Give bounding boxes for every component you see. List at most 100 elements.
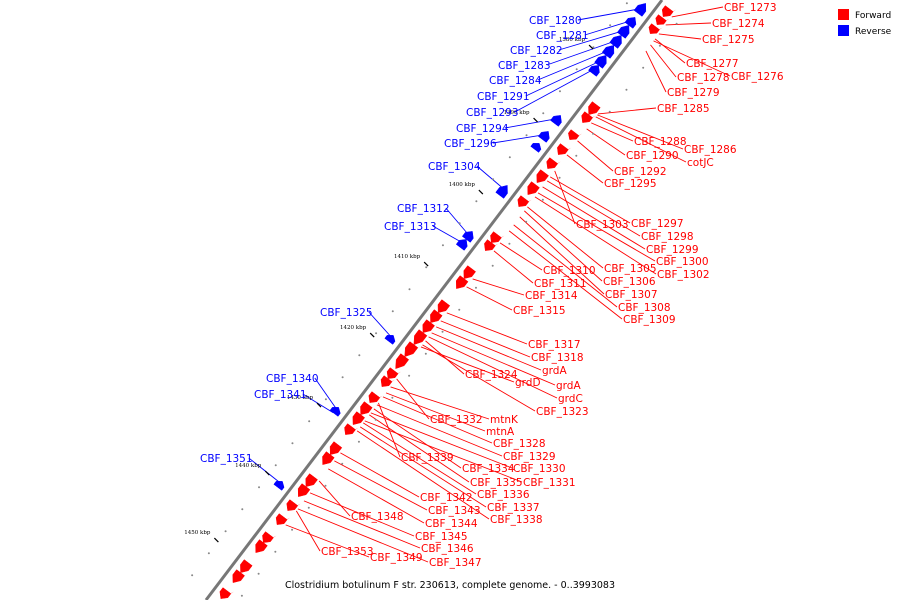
forward-gene-label: CBF_1344	[425, 518, 478, 530]
forward-gene-arrow	[463, 265, 479, 279]
forward-gene-arrow	[536, 169, 552, 183]
forward-gene-label: CBF_1324	[465, 369, 518, 381]
forward-gene-arrow	[557, 143, 572, 155]
position-dot	[257, 572, 260, 575]
reverse-gene-arrow	[550, 115, 562, 127]
position-dot	[274, 550, 277, 553]
position-dot	[191, 574, 194, 577]
svg-text:mtnA: mtnA	[486, 426, 515, 438]
forward-gene-label: CBF_1345	[415, 531, 468, 543]
forward-gene-label: CBF_1303	[576, 219, 629, 231]
forward-gene-arrow	[430, 309, 446, 323]
svg-text:CBF_1275: CBF_1275	[702, 34, 755, 46]
forward-gene-label: CBF_1305	[604, 263, 657, 275]
svg-text:CBF_1309: CBF_1309	[623, 314, 676, 326]
forward-gene-label: CBF_1311	[534, 278, 587, 290]
svg-text:CBF_1313: CBF_1313	[384, 221, 437, 233]
svg-text:CBF_1331: CBF_1331	[523, 477, 576, 489]
svg-text:CBF_1312: CBF_1312	[397, 203, 450, 215]
position-dot	[341, 376, 344, 379]
svg-text:CBF_1314: CBF_1314	[525, 290, 578, 302]
svg-text:CBF_1282: CBF_1282	[510, 45, 563, 57]
forward-gene-label: mtnA	[486, 426, 515, 438]
svg-text:CBF_1290: CBF_1290	[626, 150, 679, 162]
svg-text:CBF_1279: CBF_1279	[667, 87, 720, 99]
forward-gene-label: CBF_1338	[490, 514, 543, 526]
reverse-gene-label: CBF_1312	[397, 203, 450, 215]
svg-text:CBF_1304: CBF_1304	[428, 161, 481, 173]
forward-gene-label: CBF_1317	[528, 339, 581, 351]
reverse-gene-arrow	[455, 239, 468, 251]
forward-gene-label: CBF_1346	[421, 543, 474, 555]
svg-text:CBF_1308: CBF_1308	[618, 302, 671, 314]
position-dot	[508, 156, 511, 159]
forward-gene-arrow	[490, 231, 505, 243]
forward-gene-label: CBF_1337	[487, 502, 540, 514]
svg-text:CBF_1353: CBF_1353	[321, 546, 374, 558]
forward-gene-label: CBF_1273	[724, 2, 777, 14]
position-dot	[308, 420, 311, 423]
forward-gene-arrow	[588, 101, 604, 115]
position-dot	[625, 88, 628, 91]
reverse-gene-label: CBF_1291	[477, 91, 530, 103]
position-dot	[291, 528, 294, 531]
svg-text:CBF_1300: CBF_1300	[656, 256, 709, 268]
position-dot	[241, 508, 244, 511]
tick-label: 1420 kbp	[340, 325, 367, 331]
forward-gene-arrow	[344, 423, 359, 435]
position-dot	[525, 220, 528, 223]
svg-text:CBF_1298: CBF_1298	[641, 231, 694, 243]
svg-text:CBF_1286: CBF_1286	[684, 144, 737, 156]
forward-gene-label: CBF_1288	[634, 136, 687, 148]
reverse-gene-arrow	[609, 35, 622, 49]
forward-gene-arrow	[368, 391, 383, 403]
position-dot	[592, 132, 595, 135]
position-dot	[508, 242, 511, 245]
reverse-gene-arrow	[601, 45, 615, 59]
forward-gene-label: CBF_1315	[513, 305, 566, 317]
position-dot	[358, 354, 361, 357]
forward-gene-arrow	[305, 473, 321, 487]
forward-gene-label: grdD	[515, 377, 541, 389]
position-dot	[425, 266, 428, 269]
forward-gene-label: cotJC	[687, 157, 714, 169]
svg-text:CBF_1348: CBF_1348	[351, 511, 404, 523]
position-dot	[374, 418, 377, 421]
svg-text:CBF_1325: CBF_1325	[320, 307, 373, 319]
forward-gene-label: grdA	[556, 380, 581, 392]
svg-text:CBF_1339: CBF_1339	[401, 452, 454, 464]
reverse-gene-arrow	[633, 3, 647, 17]
position-dot	[291, 442, 294, 445]
forward-gene-label: CBF_1323	[536, 406, 589, 418]
svg-text:CBF_1295: CBF_1295	[604, 178, 657, 190]
svg-text:CBF_1317: CBF_1317	[528, 339, 581, 351]
forward-gene-label: CBF_1275	[702, 34, 755, 46]
forward-gene-label: CBF_1330	[513, 463, 566, 475]
svg-text:CBF_1291: CBF_1291	[477, 91, 530, 103]
tick-mark	[588, 44, 594, 50]
tick-mark	[213, 537, 219, 543]
forward-gene-label: CBF_1343	[428, 505, 481, 517]
forward-gene-label: CBF_1298	[641, 231, 694, 243]
position-dot	[324, 484, 327, 487]
svg-text:CBF_1284: CBF_1284	[489, 75, 542, 87]
reverse-gene-arrow	[616, 25, 630, 39]
reverse-gene-arrow	[537, 131, 550, 143]
svg-text:CBF_1323: CBF_1323	[536, 406, 589, 418]
svg-text:CBF_1334: CBF_1334	[462, 463, 515, 475]
legend-forward-swatch	[838, 9, 849, 20]
position-dot	[491, 264, 494, 267]
svg-text:cotJC: cotJC	[687, 157, 714, 169]
position-dot	[224, 530, 227, 533]
tick-label: 1410 kbp	[394, 254, 421, 260]
forward-gene-label: CBF_1310	[543, 265, 596, 277]
reverse-gene-label: CBF_1283	[498, 60, 551, 72]
svg-text:CBF_1285: CBF_1285	[657, 103, 710, 115]
svg-text:CBF_1273: CBF_1273	[724, 2, 777, 14]
forward-gene-arrow	[655, 14, 670, 25]
forward-gene-arrow	[232, 569, 248, 583]
tick-label: 1450 kbp	[184, 530, 211, 536]
forward-gene-arrow	[255, 539, 271, 553]
reverse-gene-arrow	[588, 65, 600, 77]
